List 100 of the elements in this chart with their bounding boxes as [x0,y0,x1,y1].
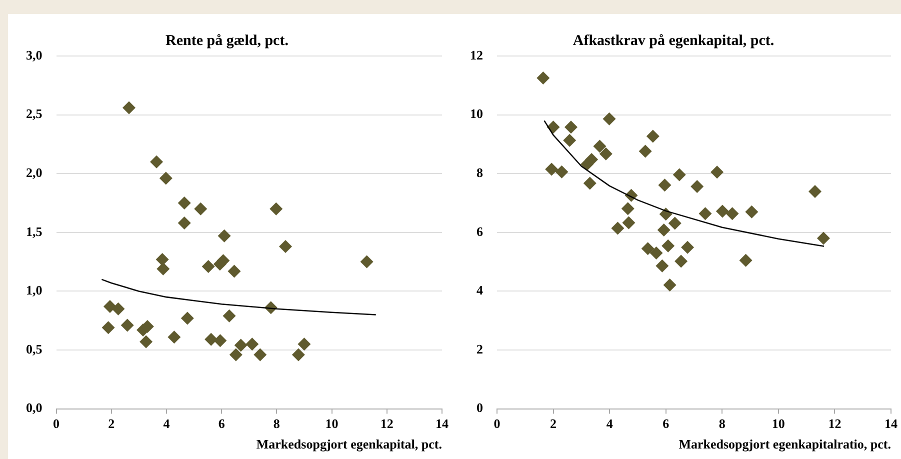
y-tick-label: 4 [476,282,484,298]
y-tick-label: 10 [470,106,483,122]
point [204,332,218,346]
y-tick-label: 2,5 [26,106,43,122]
x-axis-title: Markedsopgjort egenkapitalratio, pct. [678,436,891,452]
y-tick-label: 3,0 [26,47,42,62]
point [698,207,712,220]
point [555,165,568,178]
x-tick-label: 12 [828,416,842,431]
point [298,338,311,351]
point [583,176,596,190]
point [222,309,236,322]
point [716,204,729,218]
x-axis-title: Markedsopgjort egenkapital, pct. [256,436,442,452]
point [599,147,612,160]
y-tick-label: 0,5 [26,341,43,356]
y-tick-label: 12 [470,47,483,62]
y-tick-label: 0 [476,400,483,416]
point [216,254,230,268]
point [178,196,191,210]
point [120,318,134,332]
point [674,254,688,268]
chart-title: Afkastkrav på egenkapital, pct. [572,32,774,49]
point [156,262,170,276]
point [112,302,125,316]
x-tick-label: 0 [53,416,60,431]
point [140,335,153,348]
point [159,172,172,185]
x-tick-label: 10 [772,416,785,431]
point [657,224,670,237]
point [536,72,550,85]
point [103,300,116,313]
point [668,216,682,230]
y-tick-label: 1,5 [26,224,43,239]
point [650,246,663,260]
point [218,229,231,242]
x-tick-label: 6 [662,416,670,431]
point [745,205,758,218]
point [808,185,822,198]
point [580,158,594,171]
point [602,112,616,126]
y-tick-label: 8 [476,164,484,180]
point [681,240,694,254]
point [270,202,283,216]
point [563,134,576,147]
chart-title: Rente på gæld, pct. [166,32,289,49]
x-tick-label: 14 [884,416,898,431]
x-tick-label: 2 [108,416,115,431]
point [672,168,686,182]
x-tick-label: 6 [218,416,226,431]
point [641,242,654,256]
x-tick-label: 2 [550,416,557,431]
point [622,216,636,230]
point [360,255,374,268]
y-tick-label: 6 [476,224,484,239]
point [710,166,724,179]
x-tick-label: 12 [380,416,394,431]
point [254,348,267,362]
x-tick-label: 8 [273,416,280,431]
point [102,321,115,334]
x-tick-label: 4 [163,416,170,431]
point [545,162,558,176]
point [646,130,660,143]
point [621,202,634,216]
point [122,101,136,114]
point [546,120,560,134]
x-tick-label: 0 [494,416,500,431]
point [739,254,752,267]
point [656,259,669,272]
y-tick-label: 0,0 [26,400,42,416]
point [214,334,227,348]
point [663,278,676,292]
point [229,348,242,362]
point [156,252,169,266]
y-tick-label: 1,0 [26,282,42,298]
y-tick-label: 2,0 [26,164,42,180]
x-tick-label: 4 [606,416,614,431]
point [564,120,578,134]
point [690,180,704,194]
point [658,178,672,192]
x-tick-label: 8 [718,416,726,431]
point [593,140,606,153]
point [178,216,191,230]
point [168,330,181,344]
point [638,144,652,158]
point [234,338,248,352]
x-tick-label: 14 [436,416,449,431]
point [726,207,739,220]
point [611,222,624,235]
point [194,202,208,216]
point [816,232,830,245]
point [246,338,259,351]
point [278,240,292,254]
y-tick-label: 2 [476,341,483,356]
point [228,264,241,278]
point [180,312,194,325]
point [662,239,675,252]
point [202,260,215,274]
point [292,348,305,362]
x-tick-label: 10 [325,416,338,431]
